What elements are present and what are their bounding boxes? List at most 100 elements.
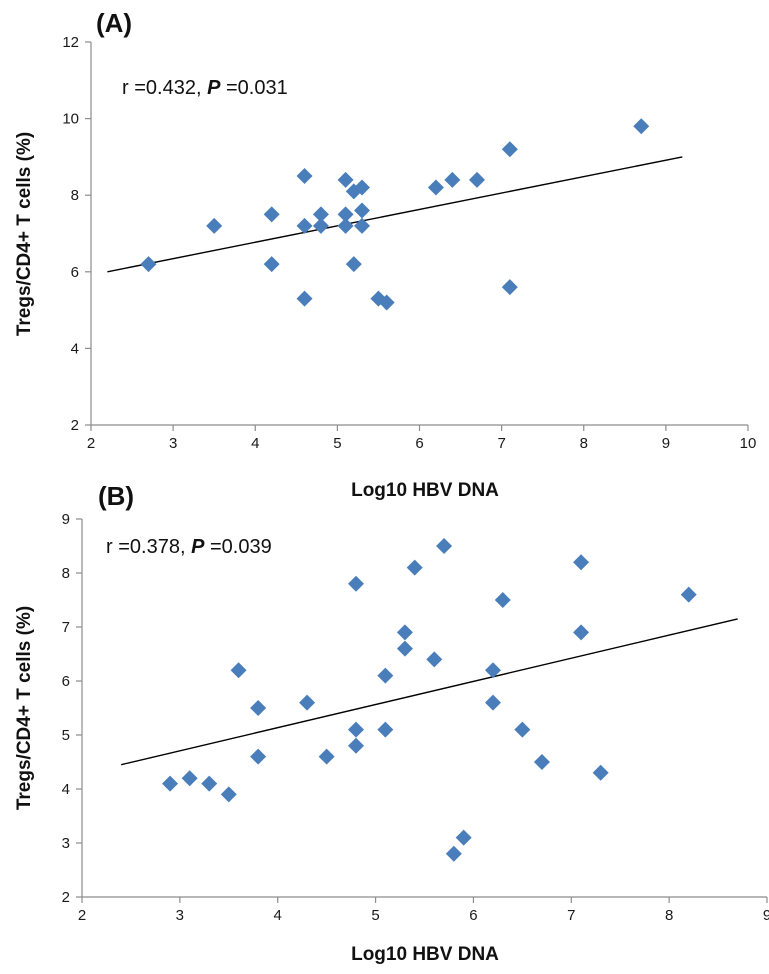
- panel-b-x-tick-label: 4: [274, 907, 282, 924]
- panel-a-data-point: [345, 256, 362, 273]
- panel-a-x-tick-label: 2: [87, 435, 95, 452]
- panel-b-data-point: [396, 640, 413, 657]
- panel-b-data-point: [494, 592, 511, 608]
- panel-b-data-point: [573, 624, 590, 641]
- panel-a: (A) r =0.432, P =0.031 Log10 HBV DNA Tre…: [14, 8, 756, 501]
- panel-b-data-point: [377, 721, 394, 738]
- panel-b-trendline: [120, 618, 738, 766]
- panel-b-y-axis-title: Tregs/CD4+ T cells (%): [14, 606, 35, 810]
- panel-b-correlation-prefix: r =0.378,: [106, 536, 191, 558]
- panel-b-x-tick-label: 7: [567, 907, 575, 924]
- panel-b-data-point: [485, 694, 501, 711]
- panel-a-data-point: [468, 171, 485, 188]
- panel-b-x-tick-label: 5: [371, 907, 379, 924]
- panel-a-y-tick-label: 8: [71, 187, 79, 204]
- panel-b-data-point: [318, 748, 335, 765]
- panel-a-x-tick-label: 9: [662, 435, 670, 452]
- panel-b-data-point: [514, 721, 531, 738]
- panel-b-y-tick-label: 6: [62, 673, 70, 690]
- panel-a-data-point: [444, 171, 461, 188]
- panel-b-y-tick-label: 8: [62, 565, 70, 582]
- panel-b-data-point: [162, 775, 179, 792]
- panel-b-y-tick-label: 4: [62, 781, 70, 798]
- panel-a-data-point: [312, 217, 329, 234]
- panel-a-y-axis-title: Tregs/CD4+ T cells (%): [14, 132, 35, 336]
- panel-a-y-tick-label: 12: [62, 34, 79, 51]
- panel-a-data-point: [206, 217, 223, 234]
- panel-a-p-value: =0.031: [220, 77, 287, 99]
- panel-b-correlation-annotation: r =0.378, P =0.039: [106, 536, 272, 558]
- panel-a-correlation-annotation: r =0.432, P =0.031: [122, 77, 288, 99]
- panel-a-data-point: [263, 256, 280, 273]
- panel-a-data-point: [337, 217, 354, 234]
- panel-b-data-point: [485, 662, 501, 679]
- panel-a-data-point: [354, 217, 371, 234]
- panel-b-x-tick-label: 2: [78, 907, 86, 924]
- panel-b-data-point: [348, 575, 364, 592]
- panel-a-data-point: [427, 179, 444, 196]
- panel-b-data-point: [201, 775, 218, 792]
- panel-a-y-tick-label: 6: [71, 264, 79, 281]
- panel-b-data-point: [680, 586, 697, 603]
- panel-a-data-point: [312, 206, 329, 223]
- panel-a-data-point: [296, 290, 313, 307]
- panel-a-data-point: [296, 217, 313, 234]
- panel-b-data-point: [592, 764, 609, 781]
- panel-b-data-point: [377, 667, 394, 684]
- panel-a-data-point: [354, 202, 371, 219]
- panel-b: (B) r =0.378, P =0.039 Log10 HBV DNA Tre…: [14, 481, 769, 965]
- panel-a-x-tick-label: 3: [169, 435, 177, 452]
- panel-b-data-point: [299, 694, 316, 711]
- panel-a-y-tick-label: 2: [71, 417, 79, 434]
- panel-a-data-point: [263, 206, 280, 223]
- panel-b-data-point: [426, 651, 443, 668]
- panel-b-data-point: [445, 845, 462, 862]
- panel-a-x-tick-label: 4: [251, 435, 259, 452]
- panel-a-data-point: [501, 279, 518, 296]
- panel-a-data-point: [337, 206, 354, 223]
- panel-a-x-tick-label: 10: [740, 435, 757, 452]
- panel-a-x-tick-label: 8: [580, 435, 588, 452]
- panel-b-y-tick-label: 9: [62, 511, 70, 528]
- panel-b-y-tick-label: 3: [62, 835, 70, 852]
- panel-b-data-point: [348, 721, 364, 738]
- panel-b-p-label: P: [191, 536, 205, 558]
- panel-b-label: (B): [98, 481, 134, 511]
- panel-b-p-value: =0.039: [204, 536, 271, 558]
- panel-b-data-point: [230, 662, 247, 679]
- panel-a-data-point: [337, 171, 354, 188]
- panel-a-x-tick-label: 6: [415, 435, 423, 452]
- panel-a-trendline: [107, 156, 683, 273]
- panel-a-data-point: [140, 256, 157, 273]
- panel-b-data-point: [348, 737, 364, 754]
- panel-b-data-point: [220, 786, 237, 803]
- panel-a-y-tick-label: 4: [71, 340, 79, 357]
- panel-a-x-tick-label: 7: [497, 435, 505, 452]
- panel-a-correlation-prefix: r =0.432,: [122, 77, 207, 99]
- panel-a-p-label: P: [207, 77, 221, 99]
- panel-b-x-tick-label: 9: [763, 907, 769, 924]
- panel-a-data-point: [501, 141, 518, 158]
- panel-a-x-tick-label: 5: [333, 435, 341, 452]
- panel-b-data-point: [396, 624, 413, 641]
- panel-b-data-point: [533, 754, 550, 770]
- panel-b-x-tick-label: 8: [665, 907, 673, 924]
- panel-b-data-point: [436, 538, 453, 554]
- panel-b-y-tick-label: 5: [62, 727, 70, 744]
- panel-a-data-point: [378, 294, 395, 311]
- panel-a-data-point: [633, 118, 650, 135]
- panel-b-y-tick-label: 7: [62, 619, 70, 636]
- panel-b-x-tick-label: 6: [469, 907, 477, 924]
- panel-a-data-point: [296, 168, 313, 185]
- panel-b-data-point: [250, 748, 267, 765]
- panel-a-data-point: [354, 179, 371, 196]
- panel-b-x-tick-label: 3: [176, 907, 184, 924]
- panel-a-y-tick-label: 10: [62, 111, 79, 128]
- panel-b-data-point: [406, 559, 423, 576]
- panel-b-x-axis-title: Log10 HBV DNA: [351, 944, 499, 965]
- panel-b-data-point: [250, 700, 267, 716]
- panel-b-data-point: [573, 554, 590, 571]
- panel-a-x-axis-title: Log10 HBV DNA: [351, 480, 499, 501]
